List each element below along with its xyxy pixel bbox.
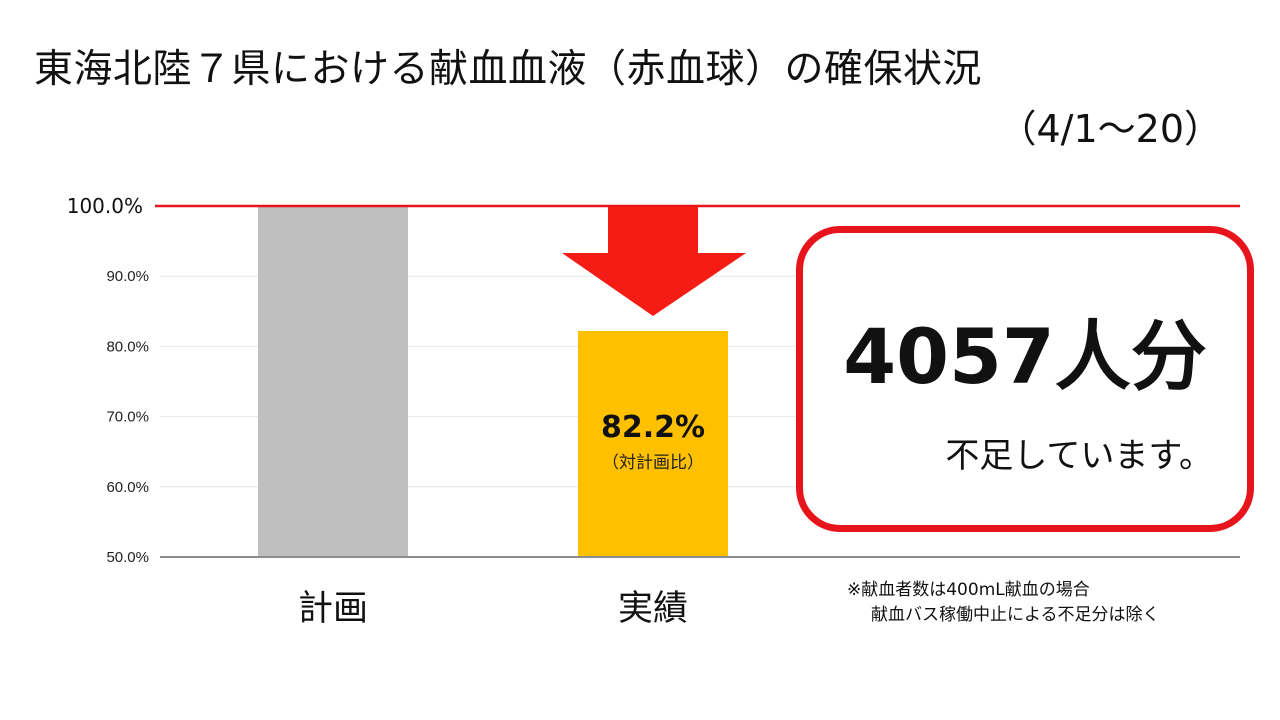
footnote-line-1: ※献血者数は400mL献血の場合 [847, 580, 1090, 600]
y-tick-label: 80.0% [106, 338, 149, 355]
chart-subtitle: （4/1～20） [998, 107, 1222, 151]
down-arrow-icon [562, 207, 746, 316]
y-tick-label: 50.0% [106, 549, 149, 566]
x-category-label: 計画 [298, 589, 368, 629]
bar-actual [578, 330, 728, 557]
shortage-count: 4057人分 [843, 312, 1207, 401]
data-labels: 82.2% （対計画比） [601, 410, 705, 473]
y-tick-label: 100.0% [67, 194, 143, 218]
footnote-line-2: 献血バス稼働中止による不足分は除く [871, 605, 1160, 625]
bar-value-label: 82.2% [601, 410, 705, 445]
y-tick-label: 70.0% [106, 409, 149, 426]
y-axis-ticks: 50.0% 60.0% 70.0% 80.0% 90.0% 100.0% [67, 194, 149, 566]
bar-note-label: （対計画比） [602, 453, 704, 473]
footnote: ※献血者数は400mL献血の場合 献血バス稼働中止による不足分は除く [847, 578, 1160, 628]
x-axis-categories: 計画 実績 [298, 589, 688, 629]
y-tick-label: 60.0% [106, 479, 149, 496]
y-tick-label: 90.0% [106, 268, 149, 285]
x-category-label: 実績 [618, 589, 688, 629]
shortage-callout: 4057人分 不足しています。 [796, 226, 1254, 532]
chart-title: 東海北陸７県における献血血液（赤血球）の確保状況 [34, 47, 983, 92]
shortage-text: 不足しています。 [945, 436, 1213, 476]
bars [258, 206, 728, 557]
bar-plan [258, 206, 408, 557]
